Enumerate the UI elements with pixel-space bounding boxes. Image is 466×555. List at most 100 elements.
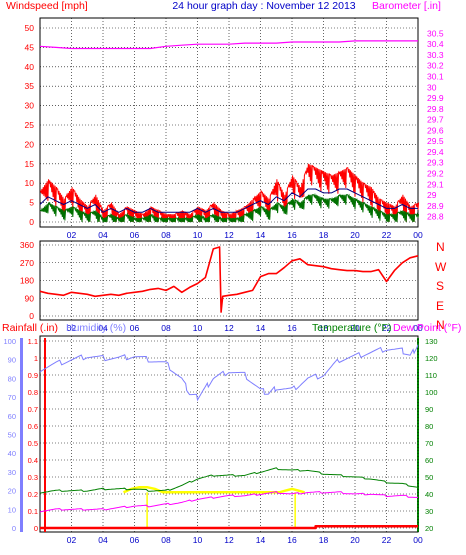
windspeed-label: Windspeed [mph] <box>6 0 88 12</box>
compass-w: W <box>435 260 447 274</box>
dewpoint-series <box>39 491 418 513</box>
wind-tick-label: 0 <box>29 217 34 227</box>
baro-tick-label: 28.9 <box>427 201 444 211</box>
rain-tick-label: 0.7 <box>28 405 38 414</box>
wind-tick-label: 40 <box>25 62 35 72</box>
rain-axis-bar <box>44 338 46 532</box>
x-tick-label: 18 <box>319 535 329 545</box>
humidity-series <box>39 344 419 402</box>
temp-tick-label: 20 <box>425 524 433 533</box>
x-tick-label: 06 <box>130 323 140 333</box>
temp-tick-label: 60 <box>425 456 433 465</box>
rain-tick-label: 0.8 <box>28 388 38 397</box>
temp-tick-label: 30 <box>425 507 433 516</box>
humidity-tick-label: 100 <box>3 337 16 346</box>
baro-tick-label: 28.8 <box>427 212 444 222</box>
rain-tick-label: 0 <box>34 524 38 533</box>
x-tick-label: 20 <box>350 535 360 545</box>
x-tick-label: 22 <box>382 535 392 545</box>
compass-s: S <box>436 279 444 293</box>
x-tick-label: 18 <box>319 323 329 333</box>
rain-tick-label: 0.9 <box>28 371 38 380</box>
temp-tick-label: 70 <box>425 439 433 448</box>
rain-tick-label: 1.1 <box>28 337 38 346</box>
temp-tick-label: 120 <box>425 354 438 363</box>
humidity-tick-label: 0 <box>12 524 16 533</box>
baro-tick-label: 29.9 <box>427 93 444 103</box>
rain-tick-label: 0.5 <box>28 439 38 448</box>
baro-tick-label: 30.4 <box>427 39 444 49</box>
graph-title: 24 hour graph day : November 12 2013 <box>172 0 355 12</box>
x-tick-label: 22 <box>382 230 392 240</box>
temperature-label: Temperature (°F) <box>312 322 391 334</box>
x-tick-label: 10 <box>193 535 203 545</box>
wind-tick-label: 30 <box>25 101 35 111</box>
wind-tick-label: 20 <box>25 139 35 149</box>
wind-tick-label: 25 <box>25 120 35 130</box>
x-tick-label: 02 <box>67 323 77 333</box>
x-tick-label: 04 <box>98 535 108 545</box>
compass-n-bottom: N <box>436 318 445 332</box>
temp-tick-label: 110 <box>425 371 437 380</box>
wind-mid-series <box>39 188 418 213</box>
humidity-tick-label: 70 <box>8 393 16 402</box>
baro-tick-label: 30.2 <box>427 61 444 71</box>
x-tick-label: 14 <box>256 323 266 333</box>
series-layer <box>39 40 420 530</box>
x-tick-label: 12 <box>224 230 234 240</box>
wind-tick-label: 10 <box>25 178 35 188</box>
rainfall-series <box>40 525 418 530</box>
baro-tick-label: 29.2 <box>427 169 444 179</box>
gust-series <box>40 163 420 223</box>
rain-tick-label: 0.2 <box>28 490 38 499</box>
x-tick-label: 04 <box>98 230 108 240</box>
wind-tick-label: 35 <box>25 81 35 91</box>
rain-tick-label: 1 <box>34 354 38 363</box>
x-tick-label: 02 <box>67 230 77 240</box>
x-tick-label: 16 <box>287 230 297 240</box>
baro-tick-label: 29.6 <box>427 125 444 135</box>
baro-tick-label: 29.5 <box>427 136 444 146</box>
wind-tick-label: 5 <box>29 198 34 208</box>
baro-tick-label: 29.7 <box>427 115 444 125</box>
x-tick-label: 08 <box>161 535 171 545</box>
baro-tick-label: 29.4 <box>427 147 444 157</box>
wind-tick-label: 50 <box>25 23 35 33</box>
humidity-tick-label: 80 <box>8 374 16 383</box>
dir-tick-label: 90 <box>25 293 35 303</box>
x-tick-label: 20 <box>350 323 360 333</box>
barometer-series <box>39 40 418 50</box>
x-tick-label: 10 <box>193 323 203 333</box>
temperature-series <box>39 467 419 494</box>
dir-tick-label: 0 <box>29 311 34 321</box>
compass-n-top: N <box>436 240 445 254</box>
humidity-tick-label: 60 <box>8 412 16 421</box>
dir-tick-label: 180 <box>20 276 34 286</box>
x-tick-label: 14 <box>256 535 266 545</box>
x-tick-label: 12 <box>224 323 234 333</box>
baro-tick-label: 29.1 <box>427 179 444 189</box>
dir-tick-label: 360 <box>20 240 34 250</box>
baro-tick-label: 30.3 <box>427 50 444 60</box>
humidity-tick-label: 50 <box>8 431 16 440</box>
rain-tick-label: 0.3 <box>28 473 38 482</box>
wind-tick-label: 45 <box>25 42 35 52</box>
humidity-tick-label: 10 <box>8 505 16 514</box>
x-tick-label: 00 <box>413 230 423 240</box>
rain-tick-label: 0.4 <box>28 456 38 465</box>
baro-tick-label: 30.1 <box>427 72 444 82</box>
x-tick-label: 14 <box>256 230 266 240</box>
humidity-tick-label: 20 <box>8 487 16 496</box>
temp-tick-label: 100 <box>425 388 438 397</box>
wind-speed-series <box>40 192 420 223</box>
x-tick-label: 06 <box>130 230 140 240</box>
bottom-panel-frame <box>39 335 419 533</box>
x-tick-label: 08 <box>161 230 171 240</box>
solar-series <box>123 485 305 494</box>
direction-series <box>39 246 419 313</box>
baro-tick-label: 30.5 <box>427 28 444 38</box>
dewpoint-label: Dew Point (°F) <box>393 322 461 334</box>
baro-tick-label: 29 <box>427 190 437 200</box>
rain-tick-label: 0.6 <box>28 422 38 431</box>
